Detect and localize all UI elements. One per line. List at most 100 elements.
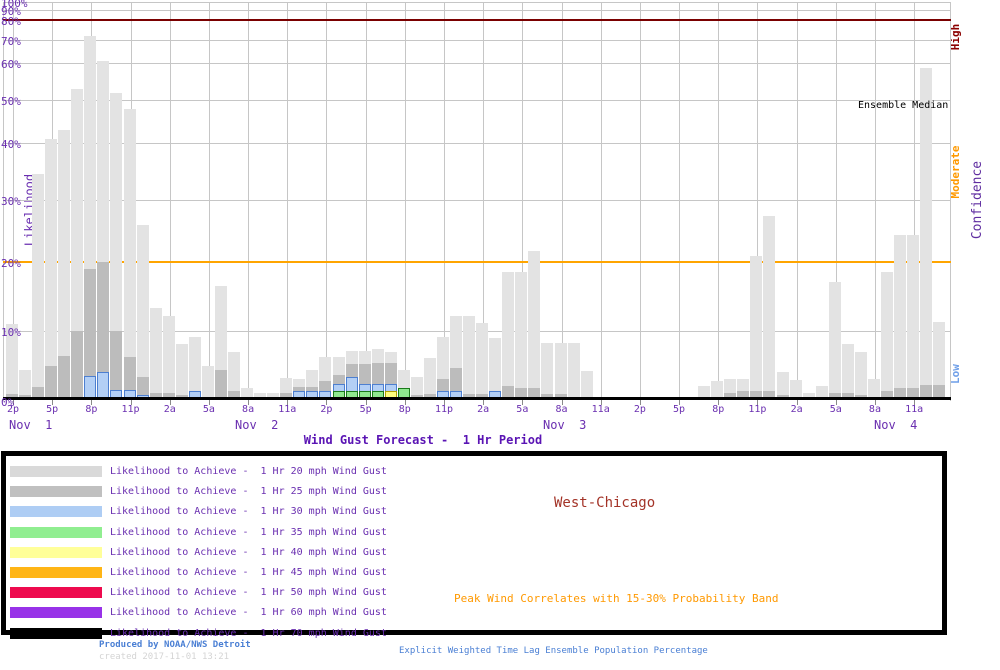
bar-25mph [162,392,175,400]
y-tick-label: 0% [1,396,15,409]
x-tick-mark [52,400,54,405]
legend-box: Likelihood to Achieve - 1 Hr 20 mph Wind… [1,451,947,639]
bar-20mph [110,92,123,400]
v-gridline [522,2,524,400]
v-gridline [757,2,759,400]
bar-25mph [737,391,750,400]
peak-wind-note: Peak Wind Correlates with 15-30% Probabi… [454,592,779,605]
bar-25mph [45,366,58,400]
bar-20mph [502,271,515,400]
bar-25mph [528,387,541,400]
bar-20mph [267,392,280,400]
bar-25mph [724,392,737,400]
v-gridline [208,2,210,400]
bar-20mph [254,393,267,400]
v-gridline [365,2,367,400]
x-tick-mark [874,400,876,405]
v-gridline [404,2,406,400]
bar-20mph [554,342,567,400]
y-tick-label: 10% [1,326,21,339]
legend-swatch-25mph [10,486,102,498]
x-tick-label: 8p [398,404,411,415]
x-tick-label: 5a [829,404,842,415]
x-tick-mark [639,400,641,405]
x-tick-label: 11a [905,404,924,415]
legend-label-60mph: Likelihood to Achieve - 1 Hr 60 mph Wind… [110,607,387,619]
x-tick-label: 5p [46,404,59,415]
plot-right-border [950,2,951,401]
bar-20mph [228,352,241,400]
bar-25mph [123,356,136,400]
bar-25mph [894,388,907,400]
produced-by-credit: Produced by NOAA/NWS Detroit [99,640,251,650]
legend-swatch-40mph [10,546,102,558]
date-label: Nov 1 [9,418,53,432]
bar-20mph [933,322,946,400]
x-tick-mark [835,400,837,405]
v-gridline [326,2,328,400]
bar-20mph [123,108,136,400]
legend-swatch-45mph [10,567,102,578]
h-gridline [3,9,951,11]
x-tick-mark [796,400,798,405]
chart-title: Wind Gust Forecast - 1 Hr Period [303,433,543,447]
bar-20mph [489,338,502,400]
x-tick-label: 8p [712,404,725,415]
x-tick-label: 11a [591,404,610,415]
x-tick-label: 5a [202,404,215,415]
bar-20mph [541,342,554,400]
legend-label-30mph: Likelihood to Achieve - 1 Hr 30 mph Wind… [110,506,387,518]
x-tick-label: 2p [6,404,20,415]
x-tick-mark [169,400,171,405]
legend-label-50mph: Likelihood to Achieve - 1 Hr 50 mph Wind… [110,587,387,599]
x-axis-line [3,397,951,400]
h-gridline [3,1,951,3]
v-gridline [561,2,563,400]
bar-25mph [907,388,920,400]
h-gridline [3,99,951,101]
bar-20mph [698,385,711,400]
bar-20mph [19,369,32,400]
x-tick-label: 8a [868,404,881,415]
method-note: Explicit Weighted Time Lag Ensemble Popu… [399,646,708,656]
bar-25mph [933,384,946,400]
location-label: West-Chicago [554,495,656,511]
h-gridline [3,62,951,64]
bar-20mph [894,235,907,400]
y-tick-label: 80% [1,15,21,28]
bar-25mph [750,391,763,400]
h-gridline [3,39,951,41]
bar-20mph [815,386,828,400]
x-tick-mark [443,400,445,405]
x-tick-label: 8a [555,404,568,415]
date-label: Nov 3 [543,418,587,432]
v-gridline [639,2,641,400]
bar-20mph [149,307,162,400]
legend-swatch-35mph [10,526,102,538]
bar-20mph [776,371,789,400]
legend-label-45mph: Likelihood to Achieve - 1 Hr 45 mph Wind… [110,567,387,578]
y-tick-label: 60% [1,58,21,71]
bar-20mph [841,343,854,400]
x-tick-mark [365,400,367,405]
plot-left-border [3,2,4,401]
bar-25mph [97,262,110,400]
legend-label-20mph: Likelihood to Achieve - 1 Hr 20 mph Wind… [110,466,387,477]
bar-20mph [711,380,724,400]
bar-20mph [32,174,45,400]
bar-25mph [84,268,97,400]
bar-25mph [841,392,854,400]
h-gridline [3,199,951,201]
v-gridline [874,2,876,400]
plot-area: Likelihood High Moderate Low Confidence … [1,0,985,432]
bar-20mph [580,370,593,400]
bar-25mph [32,387,45,400]
created-timestamp: created 2017-11-01 13:21 [99,652,230,662]
y-tick-label: 90% [1,5,21,18]
bar-20mph [71,88,84,400]
v-gridline [600,2,602,400]
x-tick-mark [287,400,289,405]
v-gridline [914,2,916,400]
x-tick-label: 11a [278,404,297,415]
